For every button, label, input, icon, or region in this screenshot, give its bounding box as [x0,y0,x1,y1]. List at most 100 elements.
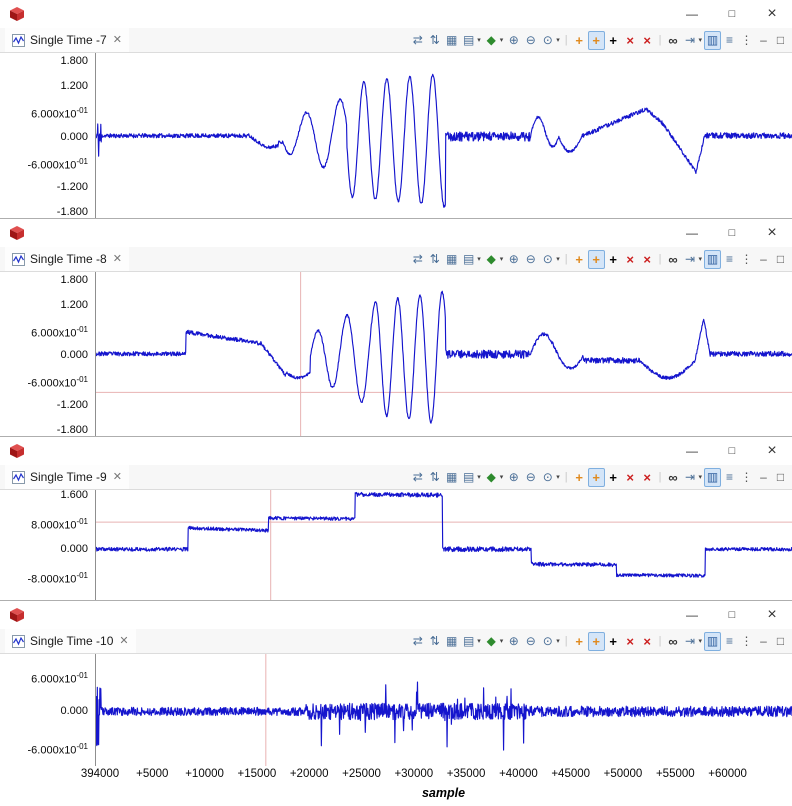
cursor-add-icon[interactable]: + [575,251,583,267]
cursor-track-icon[interactable]: + [587,467,605,487]
window-titlebar[interactable]: — □ × [0,601,792,629]
tab-close-icon[interactable]: ✕ [112,33,122,46]
step-icon-dropdown[interactable]: ▾ [698,256,702,263]
step-icon[interactable]: ⇥ [684,634,696,648]
window-titlebar[interactable]: — □ × [0,437,792,465]
close-button[interactable]: × [767,606,777,623]
zoom-box-icon-dropdown[interactable]: ▾ [556,474,560,481]
step-icon-dropdown[interactable]: ▾ [698,474,702,481]
view-maximize-icon[interactable]: □ [776,33,785,47]
view-minimize-icon[interactable]: – [760,470,767,484]
zoom-box-icon-dropdown[interactable]: ▾ [556,256,560,263]
cursor-clear-icon[interactable]: × [643,469,651,485]
step-icon-dropdown[interactable]: ▾ [698,638,702,645]
find-icon[interactable]: ∞ [668,469,678,485]
view-maximize-icon[interactable]: □ [776,252,785,266]
tab-close-icon[interactable]: ✕ [112,252,122,265]
trace-style-icon[interactable]: ▤ [463,470,475,484]
tab-single-time[interactable]: Single Time -9 ✕ [5,465,129,489]
zoom-box-icon[interactable]: ⊙ [542,33,553,47]
zoom-out-icon[interactable]: ⊖ [525,252,536,266]
step-icon[interactable]: ⇥ [684,470,696,484]
cursor-clear-icon[interactable]: × [643,251,651,267]
overflow-icon[interactable]: ⋮ [740,33,753,47]
overflow-icon[interactable]: ⋮ [740,252,753,266]
plot-area[interactable] [95,53,792,218]
marker-icon[interactable]: ◆ [486,252,496,266]
cursor-track-icon[interactable]: + [587,631,605,651]
legend-icon[interactable]: ≡ [725,634,733,648]
view-minimize-icon[interactable]: – [760,634,767,648]
cursor-clear-icon[interactable]: × [643,32,651,48]
marker-icon-dropdown[interactable]: ▾ [499,37,504,44]
chart-view-icon[interactable]: ▥ [704,467,721,487]
zoom-out-icon[interactable]: ⊖ [525,470,536,484]
plot-area[interactable] [95,654,792,766]
zoom-box-icon-dropdown[interactable]: ▾ [556,638,560,645]
cursor-edit-icon[interactable]: + [609,469,617,485]
marker-icon[interactable]: ◆ [486,470,496,484]
overflow-icon[interactable]: ⋮ [740,470,753,484]
cursor-add-icon[interactable]: + [575,32,583,48]
view-maximize-icon[interactable]: □ [776,470,785,484]
maximize-button[interactable]: □ [728,227,736,239]
zoom-out-icon[interactable]: ⊖ [525,33,536,47]
waveform-plot[interactable] [96,490,792,600]
cursor-edit-icon[interactable]: + [609,32,617,48]
zoom-box-icon-dropdown[interactable]: ▾ [556,37,560,44]
marker-icon-dropdown[interactable]: ▾ [499,256,504,263]
cursor-delete-icon[interactable]: × [626,633,634,649]
maximize-button[interactable]: □ [728,8,736,20]
maximize-button[interactable]: □ [728,609,736,621]
cursor-add-icon[interactable]: + [575,469,583,485]
marker-icon-dropdown[interactable]: ▾ [499,638,504,645]
plot-area[interactable] [95,272,792,436]
waveform-plot[interactable] [96,272,792,436]
view-minimize-icon[interactable]: – [760,33,767,47]
grid-icon[interactable]: ▦ [446,33,458,47]
cursor-add-icon[interactable]: + [575,633,583,649]
find-icon[interactable]: ∞ [668,251,678,267]
zoom-box-icon[interactable]: ⊙ [542,252,553,266]
zoom-in-icon[interactable]: ⊕ [508,33,519,47]
fit-vertical-icon[interactable]: ⇅ [429,634,440,648]
cursor-edit-icon[interactable]: + [609,633,617,649]
step-icon[interactable]: ⇥ [684,252,696,266]
marker-icon-dropdown[interactable]: ▾ [499,474,504,481]
step-icon[interactable]: ⇥ [684,33,696,47]
fit-vertical-icon[interactable]: ⇅ [429,470,440,484]
cursor-track-icon[interactable]: + [587,30,605,50]
tab-close-icon[interactable]: ✕ [119,634,129,647]
minimize-button[interactable]: — [686,7,698,21]
marker-icon[interactable]: ◆ [486,33,496,47]
fit-vertical-icon[interactable]: ⇅ [429,252,440,266]
legend-icon[interactable]: ≡ [725,470,733,484]
cursor-track-icon[interactable]: + [587,249,605,269]
find-icon[interactable]: ∞ [668,633,678,649]
fit-vertical-icon[interactable]: ⇅ [429,33,440,47]
plot-area[interactable] [95,490,792,600]
maximize-button[interactable]: □ [728,445,736,457]
zoom-box-icon[interactable]: ⊙ [542,634,553,648]
step-icon-dropdown[interactable]: ▾ [698,37,702,44]
window-titlebar[interactable]: — □ × [0,0,792,28]
zoom-in-icon[interactable]: ⊕ [508,252,519,266]
grid-icon[interactable]: ▦ [446,252,458,266]
trace-style-icon[interactable]: ▤ [463,634,475,648]
trace-style-icon-dropdown[interactable]: ▾ [477,37,481,44]
close-button[interactable]: × [767,442,777,459]
tab-close-icon[interactable]: ✕ [112,470,122,483]
legend-icon[interactable]: ≡ [725,252,733,266]
waveform-plot[interactable] [96,654,792,766]
zoom-in-icon[interactable]: ⊕ [508,470,519,484]
trace-style-icon-dropdown[interactable]: ▾ [477,256,481,263]
zoom-box-icon[interactable]: ⊙ [542,470,553,484]
close-button[interactable]: × [767,224,777,241]
chart-view-icon[interactable]: ▥ [704,249,721,269]
overflow-icon[interactable]: ⋮ [740,634,753,648]
grid-icon[interactable]: ▦ [446,634,458,648]
cursor-delete-icon[interactable]: × [626,251,634,267]
tab-single-time[interactable]: Single Time -10 ✕ [5,629,136,653]
tab-single-time[interactable]: Single Time -7 ✕ [5,28,129,52]
cursor-delete-icon[interactable]: × [626,469,634,485]
